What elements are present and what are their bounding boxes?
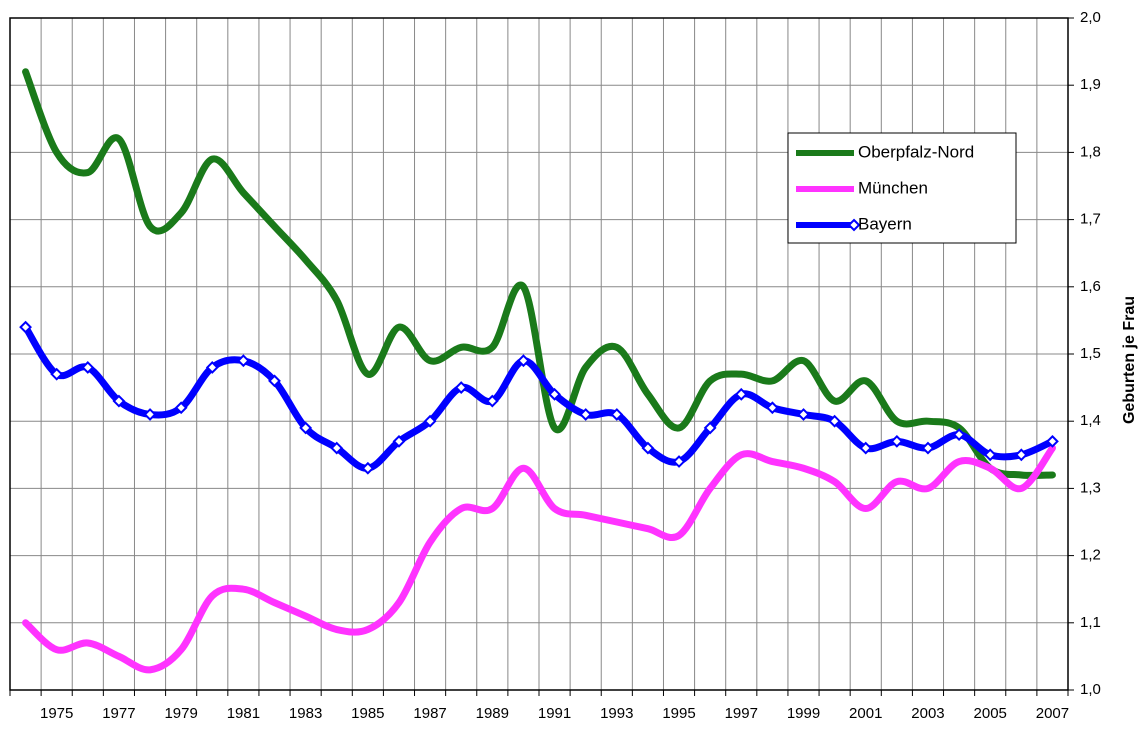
y-tick-label: 1,2 xyxy=(1080,547,1101,564)
marker xyxy=(859,441,873,455)
marker xyxy=(485,394,499,408)
marker xyxy=(205,361,219,374)
marker xyxy=(890,434,904,448)
legend-label: Oberpfalz-Nord xyxy=(858,142,974,161)
marker xyxy=(392,434,406,448)
y-tick-label: 1,5 xyxy=(1080,345,1101,362)
x-tick-label: 2005 xyxy=(974,705,1007,722)
x-tick-label: 2003 xyxy=(911,705,944,722)
y-tick-label: 1,9 xyxy=(1080,76,1101,93)
x-tick-label: 1977 xyxy=(102,705,135,722)
marker xyxy=(50,367,64,381)
marker xyxy=(268,374,281,388)
marker xyxy=(236,354,250,368)
y-tick-label: 1,8 xyxy=(1080,143,1101,160)
x-tick-label: 1999 xyxy=(787,705,820,722)
x-tick-label: 2007 xyxy=(1036,705,1069,722)
plot-frame xyxy=(9,17,1069,691)
legend-label: München xyxy=(858,178,928,197)
x-tick-label: 1987 xyxy=(413,705,446,722)
marker xyxy=(454,381,468,395)
x-tick-label: 1975 xyxy=(40,705,73,722)
x-tick-label: 1979 xyxy=(164,705,197,722)
x-tick-label: 1989 xyxy=(476,705,509,722)
y-tick-label: 1,4 xyxy=(1080,412,1101,429)
marker xyxy=(828,414,842,428)
marker xyxy=(703,421,717,435)
y-axis-label: Geburten je Frau xyxy=(1121,296,1138,424)
marker xyxy=(1046,434,1059,448)
legend-marker xyxy=(847,218,861,232)
line xyxy=(22,68,1056,479)
marker xyxy=(579,408,593,421)
x-tick-label: 2001 xyxy=(849,705,882,722)
marker xyxy=(19,320,32,334)
marker xyxy=(143,408,157,421)
marker xyxy=(983,448,997,462)
marker xyxy=(797,408,810,421)
marker xyxy=(112,394,126,408)
marker xyxy=(921,441,935,455)
y-tick-label: 1,1 xyxy=(1080,614,1101,631)
y-tick-label: 1,7 xyxy=(1080,211,1101,228)
y-tick-label: 1,3 xyxy=(1080,479,1101,496)
x-tick-label: 1991 xyxy=(538,705,571,722)
marker xyxy=(330,441,344,455)
marker xyxy=(423,414,437,428)
x-tick-label: 1995 xyxy=(662,705,695,722)
line xyxy=(22,444,1056,674)
marker xyxy=(1014,448,1028,462)
marker xyxy=(765,401,779,415)
x-tick-label: 1983 xyxy=(289,705,322,722)
x-tick-label: 1985 xyxy=(351,705,384,722)
x-tick-label: 1981 xyxy=(227,705,260,722)
y-tick-label: 1,0 xyxy=(1080,681,1101,698)
marker xyxy=(81,361,95,374)
y-tick-label: 2,0 xyxy=(1080,9,1101,26)
marker xyxy=(641,441,655,455)
line xyxy=(22,323,1056,472)
x-tick-label: 1993 xyxy=(600,705,633,722)
x-tick-label: 1997 xyxy=(725,705,758,722)
marker xyxy=(734,387,748,401)
marker xyxy=(548,387,561,401)
y-tick-label: 1,6 xyxy=(1080,278,1101,295)
marker xyxy=(299,421,313,435)
marker xyxy=(672,455,686,468)
marker xyxy=(952,428,966,442)
marker xyxy=(174,401,188,415)
marker xyxy=(517,354,530,368)
legend-label: Bayern xyxy=(858,214,912,233)
marker xyxy=(361,461,375,475)
marker xyxy=(610,408,624,421)
